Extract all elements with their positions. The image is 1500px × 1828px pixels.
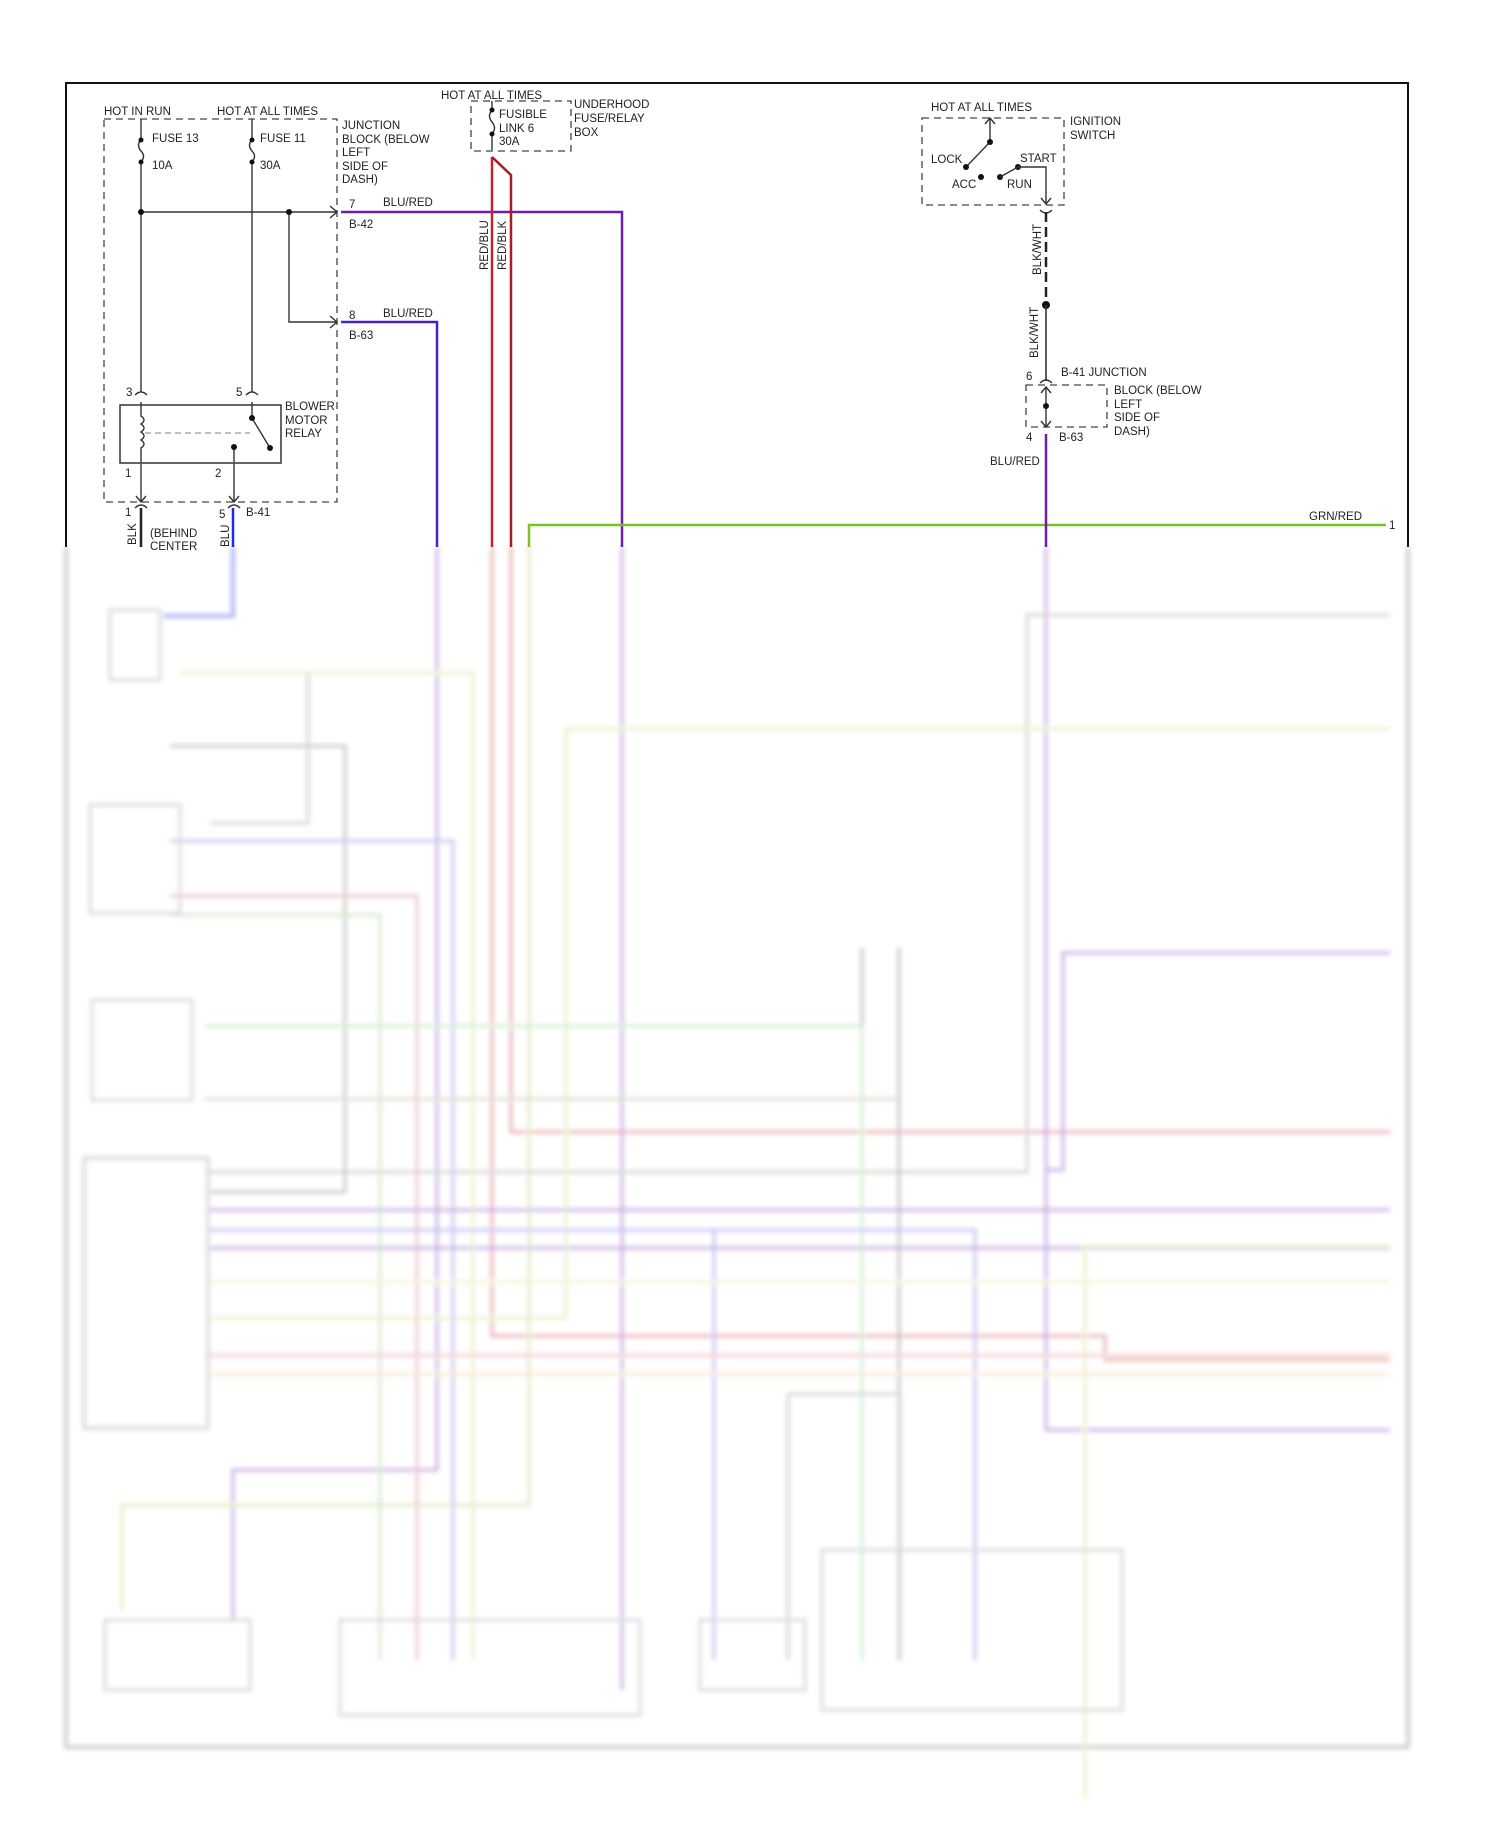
fuse-feed-wires [140,119,253,392]
fuse13-label: FUSE 13 [152,133,199,145]
junction-label-2: BLOCK (BELOW [342,134,430,146]
b41-connector-b63: B-63 [1059,432,1083,444]
grn-red-pin: 1 [1389,520,1395,532]
ignition-hot-label: HOT AT ALL TIMES [931,102,1032,114]
wire-label-blk-wht: BLK/WHT [1032,224,1044,275]
pin-8: 8 [349,310,355,322]
fusible-link-icon [488,101,496,150]
b41-label-2: LEFT [1114,399,1142,411]
diagram-frame [65,82,1409,547]
ignition-lock: LOCK [931,154,963,166]
b41-label-3: SIDE OF [1114,412,1160,424]
wire-label-blu-red: BLU/RED [990,456,1040,468]
connector-b42: B-42 [349,219,373,231]
b41-pin-1: 1 [125,507,131,519]
blurred-lower-section [64,547,1410,1800]
b41-junction-title: B-41 JUNCTION [1061,367,1147,379]
relay-pin-5: 5 [236,387,242,399]
fuse-icon [137,139,256,163]
relay-label-2: MOTOR [285,415,328,427]
b41-label-4: DASH) [1114,426,1150,438]
pin-7: 7 [349,199,355,211]
b41-pin-4: 4 [1026,432,1033,444]
ignition-run: RUN [1007,179,1032,191]
ignition-label-2: SWITCH [1070,130,1115,142]
ignition-start: START [1020,153,1057,165]
ignition-label-1: IGNITION [1070,116,1121,128]
junction-label-1: JUNCTION [342,120,400,132]
wire-label-red-blk: RED/BLK [497,220,509,270]
fuse13-rating: 10A [152,160,173,172]
wire-label-blu: BLU [220,525,232,547]
location-label-1: (BEHIND [150,528,197,540]
wire-red-blk [491,156,513,547]
wire-label-grn-red: GRN/RED [1309,511,1362,523]
relay-pin-3: 3 [126,387,132,399]
wire-label-blu-red: BLU/RED [383,308,433,320]
blower-motor-relay: BLOWER MOTOR RELAY 3 5 1 2 1 5 B-41 BLK … [119,387,335,553]
ignition-acc: ACC [952,179,976,191]
connector-b63: B-63 [349,330,373,342]
hot-in-run-label: HOT IN RUN [104,106,171,118]
underhood-label-3: BOX [574,127,599,139]
ignition-switch: HOT AT ALL TIMES IGNITION SWITCH LOCK ST… [921,102,1121,214]
underhood-label-1: UNDERHOOD [574,99,649,111]
fuse11-rating: 30A [260,160,281,172]
junction-label-3: LEFT [342,147,370,159]
relay-label-3: RELAY [285,428,322,440]
wire-label-red-blu: RED/BLU [479,220,491,270]
relay-pin-2: 2 [215,468,221,480]
connector-b41: B-41 [246,507,270,519]
b41-junction-block: B-41 JUNCTION 6 BLOCK (BELOW LEFT SIDE O… [990,367,1202,468]
hot-at-all-times-label: HOT AT ALL TIMES [217,106,318,118]
fuse11-label: FUSE 11 [260,133,306,145]
fusible-link-label-2: LINK 6 [499,123,534,135]
wire-label-blk: BLK [127,523,139,545]
connector-icon [329,205,339,329]
underhood-label-2: FUSE/RELAY [574,113,645,125]
underhood-hot-label: HOT AT ALL TIMES [441,90,542,102]
relay-label-1: BLOWER [285,401,335,413]
b41-pin-6: 6 [1026,371,1032,383]
wire-grn-red [527,523,1386,547]
junction-block: HOT IN RUN HOT AT ALL TIMES FUSE 13 10A … [103,106,433,503]
relay-switch-icon [233,402,271,462]
junction-label-4: SIDE OF [342,161,388,173]
location-label-2: CENTER [150,541,197,553]
junction-label-5: DASH) [342,174,378,186]
wire-blu-red-b42 [341,210,624,547]
relay-pin-1: 1 [125,468,131,480]
wire-label-blk-wht: BLK/WHT [1029,307,1041,358]
b41-label-1: BLOCK (BELOW [1114,385,1202,397]
wire-blu-red-b63 [341,320,439,547]
fusible-link-label-1: FUSIBLE [499,109,547,121]
wire-label-blu-red: BLU/RED [383,197,433,209]
b41-pin-5: 5 [219,509,225,521]
underhood-fuse-relay-box: HOT AT ALL TIMES FUSIBLE LINK 6 30A UNDE… [441,90,649,547]
relay-coil-icon [139,402,145,462]
fusible-link-rating: 30A [499,136,520,148]
